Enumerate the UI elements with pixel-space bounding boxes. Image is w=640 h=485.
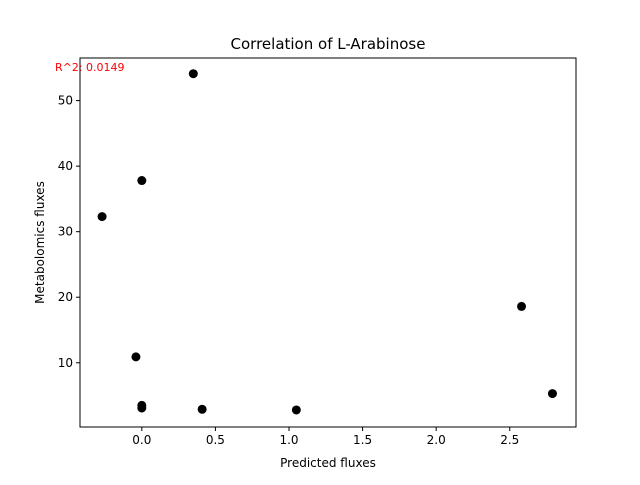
plot-area-frame xyxy=(79,57,577,428)
x-tick-label: 2.0 xyxy=(427,433,446,447)
x-tick-label: 0.0 xyxy=(132,433,151,447)
data-point-3 xyxy=(97,212,107,222)
data-point-6 xyxy=(547,389,557,399)
data-point-5 xyxy=(131,352,141,362)
data-point-2 xyxy=(137,176,147,186)
x-tick-label: 1.5 xyxy=(353,433,372,447)
y-axis-label: Metabolomics fluxes xyxy=(33,181,47,304)
y-axis-ticks: 10 20 30 40 50 xyxy=(58,94,80,370)
data-point-9 xyxy=(197,404,207,414)
data-point-4 xyxy=(517,301,527,311)
chart-title: Correlation of L-Arabinose xyxy=(231,35,426,53)
x-tick-label: 2.5 xyxy=(500,433,519,447)
y-tick-label: 40 xyxy=(58,159,73,173)
data-point-8 xyxy=(137,403,147,413)
data-point-1 xyxy=(188,69,198,79)
y-tick-label: 20 xyxy=(58,290,73,304)
x-tick-label: 1.0 xyxy=(279,433,298,447)
y-tick-label: 30 xyxy=(58,225,73,239)
y-tick-label: 50 xyxy=(58,94,73,108)
r-squared-annotation: R^2: 0.0149 xyxy=(55,61,125,74)
data-point-10 xyxy=(291,405,301,415)
x-axis-ticks: 0.0 0.5 1.0 1.5 2.0 2.5 xyxy=(132,427,519,447)
y-tick-label: 10 xyxy=(58,356,73,370)
x-axis-label: Predicted fluxes xyxy=(280,456,376,470)
data-points xyxy=(97,69,557,415)
x-tick-label: 0.5 xyxy=(206,433,225,447)
